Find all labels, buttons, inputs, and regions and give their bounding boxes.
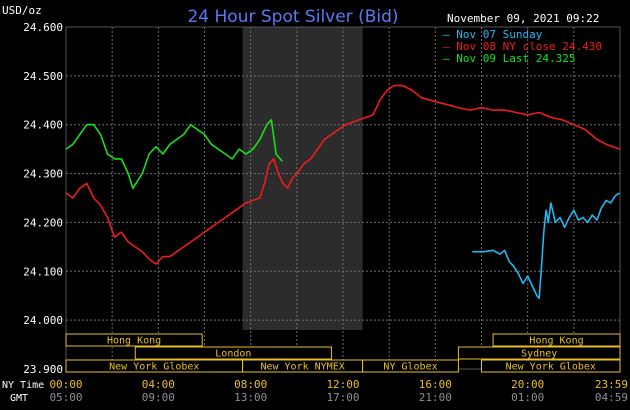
x-tick-ny-1: 04:00: [142, 378, 175, 391]
series-line-0: [472, 192, 620, 299]
x-tick-gmt-4: 21:00: [419, 391, 452, 404]
y-tick-label-4: 24.200: [23, 216, 63, 229]
x-tick-ny-4: 16:00: [419, 378, 452, 391]
x-tick-ny-0: 00:00: [49, 378, 82, 391]
chart-title: 24 Hour Spot Silver (Bid): [187, 7, 398, 27]
legend-entry-nov08: – Nov 08 NY close 24.430: [443, 40, 602, 53]
session-label-3: Sydney: [521, 349, 557, 360]
x-tick-gmt-6: 04:59: [595, 391, 628, 404]
y-tick-label-0: 24.600: [23, 21, 63, 34]
x-tick-gmt-1: 09:00: [142, 391, 175, 404]
legend-label-nov08: Nov 08 NY close 24.430: [456, 40, 602, 53]
legend-entry-nov09: – Nov 09 Last 24.325: [443, 52, 575, 65]
session-box-7: [481, 359, 621, 373]
y-tick-label-5: 24.100: [23, 265, 63, 278]
x-tick-gmt-0: 05:00: [49, 391, 82, 404]
y-tick-label-layer: 24.600 24.500 24.400 24.300 24.200 24.100 24.0…: [23, 21, 63, 376]
y-tick-label-7: 23.900: [23, 363, 63, 376]
x-tick-gmt-5: 01:00: [511, 391, 544, 404]
session-label-0: Hong Kong: [107, 336, 161, 347]
legend-label-nov09: Nov 09 Last 24.325: [456, 52, 575, 65]
nymex-shade-0: [242, 27, 363, 330]
session-label-6: NY Globex: [383, 362, 437, 373]
chart-timestamp: November 09, 2021 09:22: [447, 12, 599, 25]
session-box-0: [65, 333, 203, 347]
y-tick-label-3: 24.300: [23, 168, 63, 181]
x-tick-ny-2: 08:00: [234, 378, 267, 391]
x-tick-ny-5: 20:00: [511, 378, 544, 391]
x-tick-ny-6: 23:59: [595, 378, 628, 391]
session-box-2: [134, 346, 332, 360]
x-tick-gmt-2: 13:00: [234, 391, 267, 404]
legend-entry-nov07: – Nov 07 Sunday: [443, 28, 543, 41]
x-tick-gmt-3: 17:00: [326, 391, 359, 404]
x-tick-ny-3: 12:00: [326, 378, 359, 391]
session-label-5: New York NYMEX: [260, 362, 344, 373]
legend: – Nov 07 Sunday – Nov 08 NY close 24.430…: [443, 28, 602, 65]
session-label-7: New York Globex: [506, 362, 596, 373]
series-layer: [65, 84, 620, 299]
y-tick-label-2: 24.400: [23, 119, 63, 132]
session-box-6: [362, 359, 459, 373]
session-label-1: Hong Kong: [529, 336, 583, 347]
series-line-2: [65, 119, 283, 189]
y-axis-unit-label: USD/oz: [2, 4, 42, 17]
legend-label-nov07: Nov 07 Sunday: [456, 28, 542, 41]
y-tick-label-1: 24.500: [23, 70, 63, 83]
series-line-1: [65, 84, 620, 265]
nymex-shade-layer: [242, 27, 363, 330]
session-box-3: [457, 346, 621, 360]
gmt-axis-label: GMT: [10, 393, 28, 404]
market-session-layer: Hong Kong Hong Kong London Sydney New York G…: [65, 333, 621, 373]
session-label-2: London: [215, 349, 251, 360]
session-label-4: New York Globex: [109, 362, 199, 373]
ny-time-axis-label: NY Time: [2, 380, 44, 391]
session-box-1: [492, 333, 621, 347]
y-tick-label-6: 24.000: [23, 314, 63, 327]
